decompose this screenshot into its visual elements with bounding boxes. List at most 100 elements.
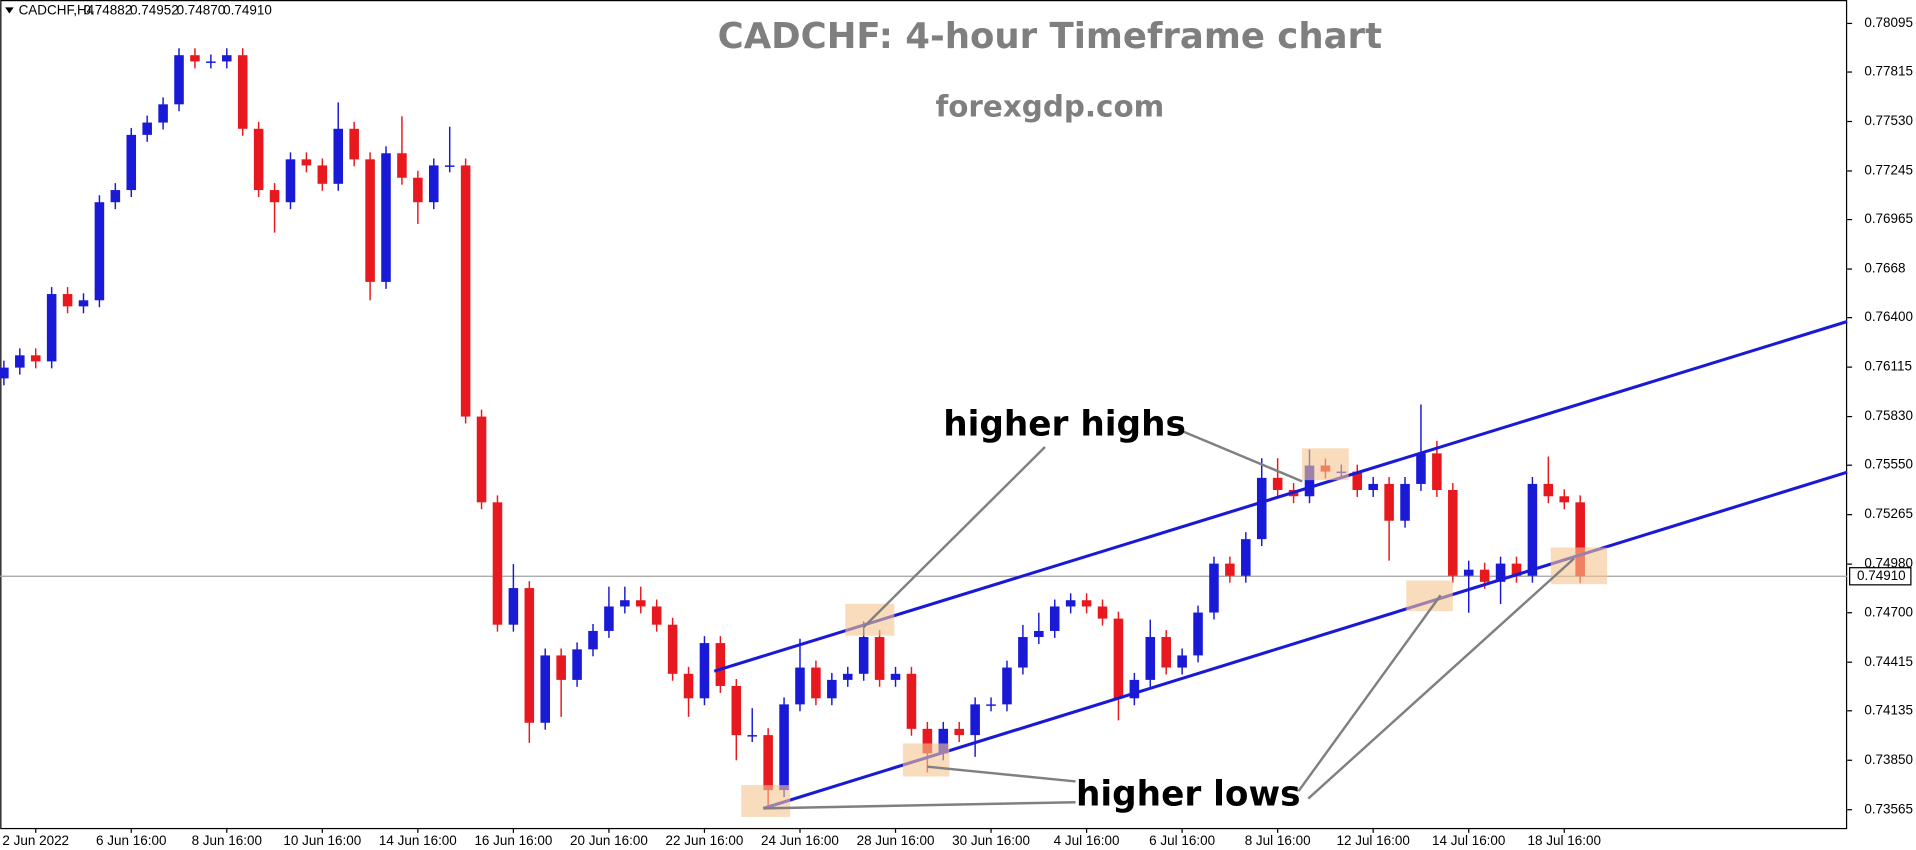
y-tick-label: 0.74415: [1864, 654, 1913, 669]
candle-body: [731, 685, 742, 736]
x-tick-label: 10 Jun 16:00: [283, 833, 361, 848]
header-value: 0.74882: [84, 3, 133, 18]
candle-body: [1034, 630, 1044, 638]
highlight-box: [1550, 547, 1608, 585]
chart-subtitle: forexgdp.com: [935, 89, 1164, 123]
highlight-box: [741, 785, 791, 817]
highlight-box: [1302, 448, 1349, 481]
candle-body: [206, 61, 216, 63]
candle-body: [651, 606, 662, 625]
trend-line: [713, 320, 1848, 673]
x-tick-label: 24 Jun 16:00: [761, 833, 839, 848]
candle-body: [1575, 502, 1585, 577]
candle-body: [78, 300, 89, 307]
candle-body: [317, 165, 328, 184]
candle-body: [699, 643, 710, 699]
header-value: 0.74910: [223, 3, 272, 18]
candle-body: [142, 122, 152, 135]
candle-body: [1352, 471, 1363, 491]
candle-body: [1495, 563, 1506, 582]
candle-body: [747, 735, 758, 737]
candle-body: [954, 728, 964, 736]
candle-body: [1384, 483, 1394, 521]
symbol-label: CADCHF,H4: [19, 3, 95, 18]
pointer-line: [927, 765, 1076, 783]
candle-body: [1129, 679, 1140, 699]
candle-body: [1145, 637, 1156, 680]
candle-body: [970, 704, 980, 736]
x-tick-label: 2 Jun 2022: [2, 833, 69, 848]
y-tick-label: 0.77245: [1864, 163, 1913, 178]
candle-body: [30, 355, 41, 362]
pointer-line: [1307, 557, 1575, 800]
x-tick-label: 14 Jun 16:00: [379, 833, 457, 848]
candle-body: [1002, 667, 1012, 705]
pointer-line: [1297, 594, 1442, 792]
candle-body: [858, 637, 869, 674]
candle-body: [333, 128, 344, 184]
candle-body: [110, 190, 121, 203]
candle-body: [779, 704, 789, 791]
candle-body: [938, 728, 949, 754]
last-price-label: 0.74910: [1857, 568, 1906, 583]
menu-triangle[interactable]: [5, 7, 14, 14]
candle-body: [572, 649, 582, 680]
candle-body: [986, 704, 996, 706]
candle-body: [604, 606, 614, 631]
candle-body: [556, 655, 566, 680]
y-tick-label: 0.76400: [1864, 309, 1913, 324]
candle-body: [1463, 569, 1474, 576]
candle-body: [1272, 477, 1283, 491]
candle-body: [715, 643, 726, 686]
x-tick-label: 4 Jul 16:00: [1054, 833, 1120, 848]
annotations: higher highs higher lows: [713, 320, 1848, 817]
candle-body: [1304, 465, 1315, 497]
candle-body: [381, 153, 391, 282]
candle-body: [158, 104, 168, 123]
candle-body: [1368, 483, 1378, 491]
plot-frame: [0, 0, 1848, 830]
candle-body: [190, 55, 200, 62]
candle-body: [1256, 477, 1267, 540]
candle-body: [1448, 490, 1458, 576]
x-tick-label: 14 Jul 16:00: [1432, 833, 1505, 848]
candle-body: [174, 55, 184, 105]
x-tick-label: 6 Jun 16:00: [96, 833, 166, 848]
candle-body: [1209, 563, 1219, 613]
candle-body: [365, 159, 375, 282]
x-tick-label: 22 Jun 16:00: [666, 833, 744, 848]
annotation: higher lows: [1076, 775, 1301, 815]
candle-body: [827, 679, 837, 699]
y-tick-label: 0.77815: [1864, 64, 1913, 79]
candle-body: [444, 165, 455, 167]
candle-body: [1241, 539, 1251, 576]
candle-body: [0, 367, 9, 379]
candle-body: [1527, 483, 1538, 576]
candle-body: [635, 600, 646, 607]
candle-body: [922, 728, 933, 754]
x-tick-label: 8 Jun 16:00: [192, 833, 262, 848]
candle-body: [1225, 563, 1235, 576]
candle-body: [253, 128, 264, 191]
candle-body: [620, 600, 630, 607]
candle-body: [588, 630, 598, 650]
candle-body: [15, 355, 25, 368]
candle-body: [94, 202, 105, 301]
candle-body: [795, 667, 805, 705]
candle-body: [874, 637, 885, 680]
x-tick-label: 18 Jul 16:00: [1528, 833, 1601, 848]
y-tick-label: 0.7668: [1864, 261, 1905, 276]
y-tick-label: 0.76965: [1864, 211, 1913, 226]
last-price-box: [1849, 567, 1912, 586]
candle-body: [1081, 600, 1092, 607]
y-tick-label: 0.76115: [1864, 359, 1912, 374]
candle-body: [1559, 496, 1570, 503]
candle-body: [126, 134, 137, 191]
candle-body: [540, 655, 551, 723]
candle-body: [1400, 483, 1410, 521]
candle-body: [1432, 453, 1442, 491]
header-value: 0.74952: [130, 3, 179, 18]
candle-body: [906, 673, 917, 729]
